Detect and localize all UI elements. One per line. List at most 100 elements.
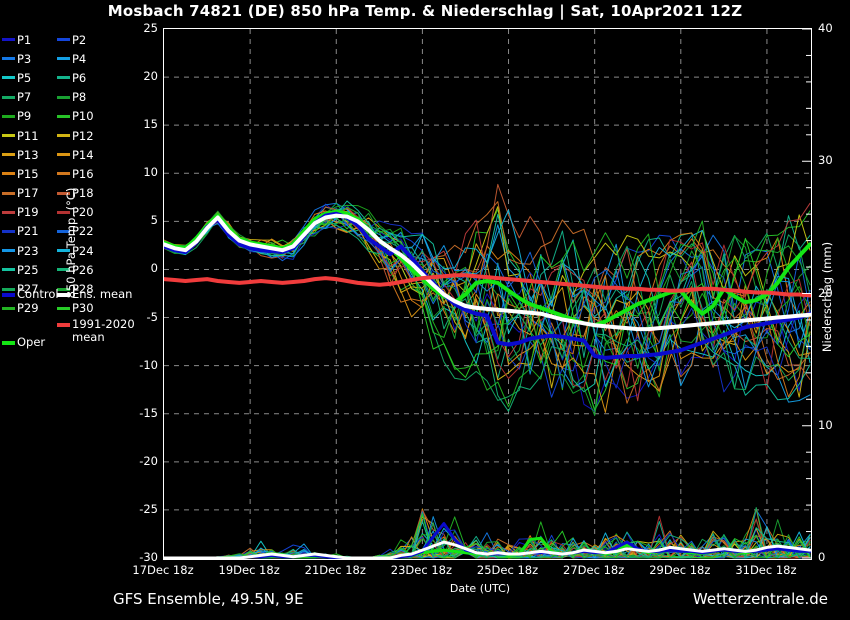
legend-label: P20 [72,205,94,220]
legend-label: P14 [72,147,94,162]
legend-swatch-icon [57,95,70,99]
legend-label: P10 [72,109,94,124]
legend-item-clim[interactable]: 1991-2020 mean [57,318,138,343]
legend-row: P7 P8 [2,88,134,107]
legend-swatch-icon [2,134,15,138]
legend-item-p18[interactable]: P18 [57,184,94,203]
legend-item-p30[interactable]: P30 [57,299,94,318]
legend-label: P11 [17,128,39,143]
legend-row: P9 P10 [2,107,134,126]
y-tick-left: -25 [139,501,158,516]
y-tick-left: 15 [143,117,158,132]
legend-label: P23 [17,243,39,258]
legend-row: P11 P12 [2,126,134,145]
legend-label: P7 [17,90,32,105]
legend-label: P13 [17,147,39,162]
legend-item-p23[interactable]: P23 [2,241,39,260]
legend-item-p26[interactable]: P26 [57,260,94,279]
x-axis-label: Date (UTC) [449,582,511,595]
legend-label: P8 [72,90,87,105]
legend-row: P1 P2 [2,30,134,49]
y-tick-right: 0 [818,550,826,564]
legend-item-oper[interactable]: Oper [2,336,45,348]
y-tick-left: -20 [139,453,158,468]
x-tick: 19Dec 18z [218,563,280,577]
legend-item-p4[interactable]: P4 [57,49,86,68]
legend-swatch-icon [57,57,70,61]
legend-label: P28 [72,282,94,297]
y-tick-left: -30 [139,550,158,564]
legend-swatch-icon [57,323,70,327]
legend-swatch-icon [57,114,70,118]
legend-label: P19 [17,205,39,220]
legend-item-p1[interactable]: P1 [2,30,31,49]
x-tick: 27Dec 18z [563,563,625,577]
legend-row: P23 P24 [2,241,134,260]
x-tick: 23Dec 18z [390,563,452,577]
legend-label: Oper [17,335,46,349]
legend-item-p9[interactable]: P9 [2,107,31,126]
legend-item-p15[interactable]: P15 [2,164,39,183]
legend-item-p20[interactable]: P20 [57,203,94,222]
legend-label: P15 [17,166,39,181]
legend-item-p10[interactable]: P10 [57,107,94,126]
legend-row: P19 P20 [2,203,134,222]
legend-label: P1 [17,32,32,47]
legend-item-ens-mean[interactable]: Ens. mean [57,288,132,300]
legend-label: P6 [72,70,87,85]
legend-label: P12 [72,128,94,143]
legend-row: P29 P30 [2,299,134,318]
legend-item-control[interactable]: Control [2,288,59,300]
legend-swatch-icon [57,306,70,310]
legend-swatch-icon [2,210,15,214]
y-tick-left: -15 [139,405,158,420]
y-tick-left: -5 [146,309,158,324]
legend-swatch-icon [57,76,70,80]
legend-swatch-icon [2,172,15,176]
legend-item-p16[interactable]: P16 [57,164,94,183]
x-tick: 29Dec 18z [649,563,711,577]
legend-item-p11[interactable]: P11 [2,126,39,145]
legend-label: P30 [72,301,94,316]
legend-swatch-icon [2,293,15,297]
legend-swatch-icon [2,306,15,310]
legend-item-p17[interactable]: P17 [2,184,39,203]
y-tick-right: 10 [818,417,833,432]
legend-item-p14[interactable]: P14 [57,145,94,164]
legend-item-p25[interactable]: P25 [2,260,39,279]
legend-row: P15 P16 [2,164,134,183]
legend-label: P17 [17,186,39,201]
legend-item-p5[interactable]: P5 [2,68,31,87]
page-title: Mosbach 74821 (DE) 850 hPa Temp. & Niede… [107,2,743,20]
legend-item-p27[interactable]: P27 [2,279,39,298]
legend-item-p6[interactable]: P6 [57,68,86,87]
y-tick-left: 5 [150,213,158,228]
legend-item-p24[interactable]: P24 [57,241,94,260]
legend-item-p28[interactable]: P28 [57,279,94,298]
legend-item-p7[interactable]: P7 [2,88,31,107]
legend-item-p22[interactable]: P22 [57,222,94,241]
legend-item-p8[interactable]: P8 [57,88,86,107]
legend-swatch-icon [2,341,15,345]
legend-item-p2[interactable]: P2 [57,30,86,49]
y-tick-right: 20 [818,285,833,300]
legend-item-p21[interactable]: P21 [2,222,39,241]
legend-label: P25 [17,262,39,277]
y-tick-left: -10 [139,357,158,372]
y-axis-right-label: Niederschlag (mm) [820,241,834,353]
legend-label: P2 [72,32,87,47]
legend-swatch-icon [57,153,70,157]
legend-item-p19[interactable]: P19 [2,203,39,222]
legend: P1 P2 P3 P4 P5 P6 P7 P8 P9 P10 P11 P12 P13 P14 P15 P16 P… [2,30,135,348]
legend-label: P3 [17,51,32,66]
y-axis-left-label: 850 hPa Temp. (°C) [64,187,78,299]
legend-item-p13[interactable]: P13 [2,145,39,164]
legend-item-p3[interactable]: P3 [2,49,31,68]
legend-swatch-icon [2,191,15,195]
legend-label: P18 [72,186,94,201]
plot-canvas [164,29,811,559]
x-tick: 25Dec 18z [476,563,539,577]
legend-item-p12[interactable]: P12 [57,126,94,145]
legend-item-p29[interactable]: P29 [2,299,39,318]
legend-row: P13 P14 [2,145,134,164]
